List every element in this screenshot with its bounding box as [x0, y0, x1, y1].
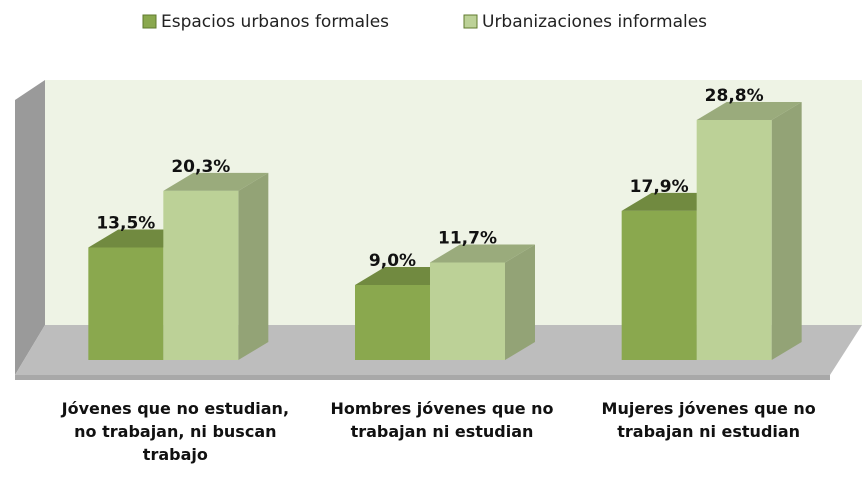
bar — [430, 262, 505, 360]
legend-label: Espacios urbanos formales — [161, 12, 389, 32]
floor-edge — [15, 375, 830, 380]
bar — [696, 120, 772, 360]
left-wall — [15, 80, 45, 375]
bar-side — [771, 102, 802, 360]
bar — [88, 247, 164, 360]
data-label: 13,5% — [96, 214, 155, 234]
data-label: 11,7% — [438, 229, 497, 249]
legend-label: Urbanizaciones informales — [482, 12, 707, 32]
category-label: Mujeres jóvenes que no trabajan ni estud… — [601, 399, 816, 441]
bar-top — [696, 102, 802, 120]
data-label: 20,3% — [171, 157, 230, 177]
data-label: 17,9% — [630, 177, 689, 197]
category-label: Jóvenes que no estudian, no trabajan, ni… — [61, 399, 290, 464]
data-label: 28,8% — [705, 86, 764, 106]
category-label: Hombres jóvenes que no trabajan ni estud… — [330, 399, 554, 441]
legend-swatch — [142, 14, 157, 29]
bar — [621, 210, 697, 360]
bar-top — [163, 172, 269, 191]
legend-swatch — [463, 14, 478, 29]
data-label: 9,0% — [369, 251, 416, 271]
bar-side — [505, 244, 535, 360]
bar — [163, 190, 239, 360]
bar — [355, 285, 430, 360]
bar-side — [238, 172, 269, 360]
bar-top — [430, 244, 535, 263]
